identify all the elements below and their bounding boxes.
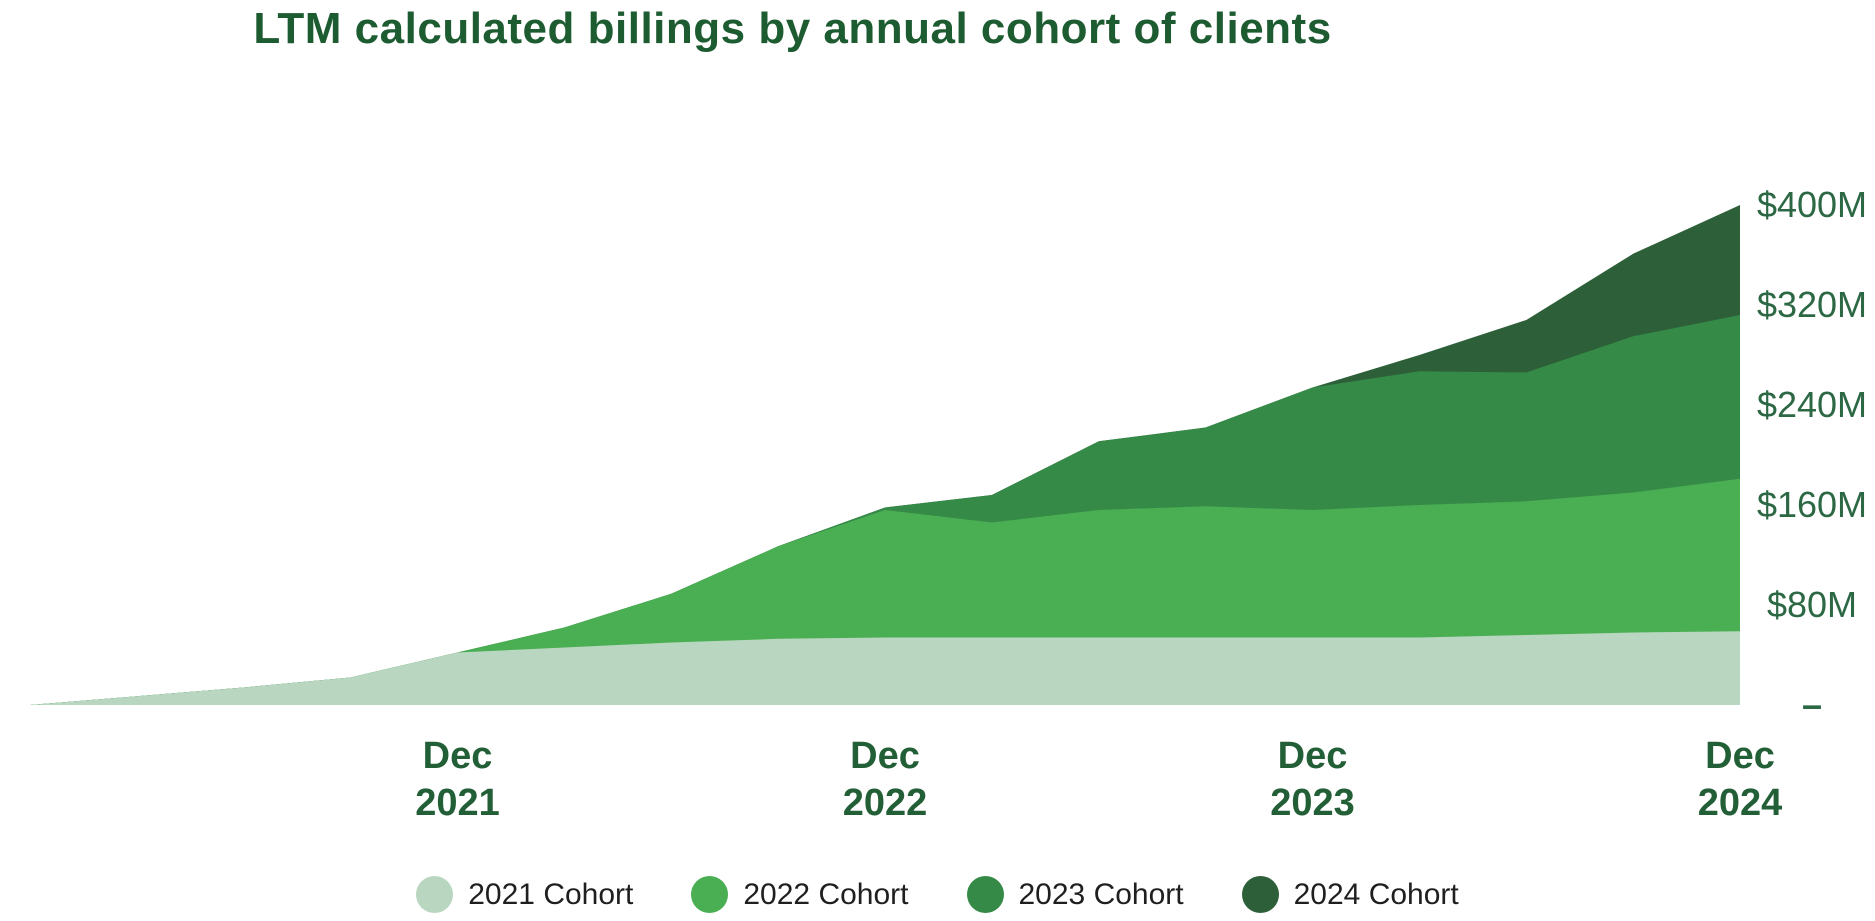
x-tick-year: 2022: [842, 782, 928, 824]
x-axis-tick: Dec 2022: [775, 733, 995, 827]
x-tick-month: Dec: [422, 735, 493, 777]
legend: 2021 Cohort 2022 Cohort 2023 Cohort 2024 Co…: [0, 876, 1875, 913]
y-axis-label: $80M: [1766, 584, 1858, 625]
legend-swatch-icon: [966, 876, 1004, 913]
y-axis-label: $400M: [1756, 184, 1868, 225]
legend-item: 2024 Cohort: [1241, 876, 1459, 913]
x-axis-tick: Dec 2023: [1203, 733, 1423, 827]
x-tick-month: Dec: [850, 735, 920, 777]
legend-swatch-icon: [1241, 876, 1279, 913]
y-axis-label: $240M: [1756, 384, 1868, 425]
legend-label: 2024 Cohort: [1293, 878, 1459, 911]
legend-label: 2021 Cohort: [468, 878, 634, 911]
legend-label: 2023 Cohort: [1018, 878, 1184, 911]
y-axis-zero-dash: –: [1801, 684, 1823, 725]
x-tick-year: 2024: [1697, 782, 1783, 824]
y-axis-label: $320M: [1756, 284, 1868, 325]
chart-title: LTM calculated billings by annual cohort…: [253, 4, 1332, 53]
legend-item: 2021 Cohort: [416, 876, 633, 913]
legend-item: 2023 Cohort: [966, 876, 1184, 913]
y-axis-label: $160M: [1756, 484, 1868, 525]
legend-item: 2022 Cohort: [691, 876, 909, 913]
x-tick-year: 2023: [1270, 782, 1355, 824]
x-axis-tick: Dec 2024: [1630, 733, 1850, 827]
area-series-2021: [30, 631, 1740, 705]
x-tick-year: 2021: [415, 782, 500, 824]
x-axis-tick: Dec 2021: [348, 733, 568, 827]
legend-swatch-icon: [691, 876, 729, 913]
x-tick-month: Dec: [1277, 735, 1348, 777]
x-tick-month: Dec: [1705, 735, 1775, 777]
legend-label: 2022 Cohort: [743, 878, 909, 911]
legend-swatch-icon: [416, 876, 454, 913]
